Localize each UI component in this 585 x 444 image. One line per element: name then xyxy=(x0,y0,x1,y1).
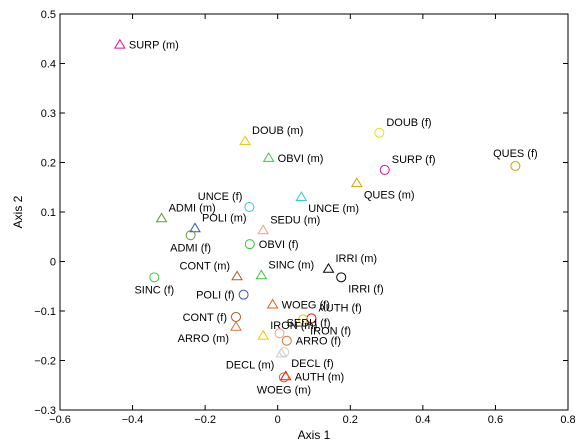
point-label: DOUB (f) xyxy=(386,117,431,129)
point-label: IRON (m) xyxy=(270,320,317,332)
point-label: SURP (f) xyxy=(392,154,436,166)
point-label: SEDU (f) xyxy=(287,317,331,329)
triangle-marker xyxy=(257,224,270,235)
triangle-marker xyxy=(189,222,201,233)
point-label: UNCE (m) xyxy=(308,203,359,215)
circle-marker xyxy=(149,272,160,283)
y-tick-label: 0.5 xyxy=(41,9,56,21)
circle-marker xyxy=(278,372,289,383)
triangle-marker xyxy=(350,177,363,188)
y-tick-label: −0.1 xyxy=(34,306,56,318)
y-tick-label: 0.1 xyxy=(41,207,56,219)
circle-marker xyxy=(306,313,317,324)
point-label: ARRO (f) xyxy=(296,336,341,348)
ticks-layer: −0.6 −0.4 −0.2 0 0.2 0.4 0.6 0.8 −0.3 −0.2 −0.1 0 0.… xyxy=(34,9,575,426)
triangle-marker xyxy=(255,269,268,280)
x-tick-label: 0.4 xyxy=(415,414,430,426)
point-label: SINC (m) xyxy=(268,259,314,271)
point-label: ADMI (m) xyxy=(169,202,216,214)
point-label: QUES (m) xyxy=(364,189,415,201)
triangle-marker xyxy=(239,135,251,146)
circle-marker xyxy=(379,164,390,175)
point-label: AUTH (f) xyxy=(318,302,361,314)
triangle-marker xyxy=(257,329,270,340)
y-tick-label: 0.4 xyxy=(41,59,56,71)
point-label: WOEG (m) xyxy=(257,384,311,396)
circle-marker xyxy=(281,335,292,346)
circle-marker xyxy=(274,328,285,339)
point-label: ARRO (m) xyxy=(178,333,229,345)
point-label: OBVI (m) xyxy=(278,153,324,165)
x-tick-label: 0.8 xyxy=(560,414,575,426)
point-label: IRON (f) xyxy=(310,325,351,337)
x-tick-label: 0.6 xyxy=(488,414,503,426)
circle-marker xyxy=(244,202,255,213)
point-label: POLI (m) xyxy=(202,212,247,224)
x-tick-label: 0 xyxy=(275,414,281,426)
point-label: OBVI (f) xyxy=(259,239,299,251)
triangle-marker xyxy=(262,152,275,162)
point-label: IRRI (f) xyxy=(348,283,383,295)
points-layer: SURP (m) DOUB (m) OBVI (m) DOUB (f) SURP (f)… xyxy=(113,38,538,396)
x-axis-label: Axis 1 xyxy=(298,428,331,442)
point-label: POLI (f) xyxy=(196,290,235,302)
point-label: CONT (f) xyxy=(183,312,227,324)
point-label: ADMI (f) xyxy=(170,242,211,254)
triangle-marker xyxy=(266,298,279,309)
y-tick-label: −0.2 xyxy=(34,356,56,368)
point-label: DOUB (m) xyxy=(252,125,303,137)
point-label: SINC (f) xyxy=(134,284,174,296)
point-label: SEDU (m) xyxy=(270,214,320,226)
x-tick-label: 0.2 xyxy=(343,414,358,426)
circle-marker xyxy=(238,289,249,300)
point-label: WOEG (f) xyxy=(282,300,330,312)
x-tick-label: −0.4 xyxy=(122,414,144,426)
point-label: DECL (m) xyxy=(226,360,274,372)
circle-marker xyxy=(298,314,309,325)
circle-marker xyxy=(244,239,255,250)
triangle-marker xyxy=(155,212,168,223)
point-label: IRRI (m) xyxy=(336,253,378,265)
point-label: AUTH (m) xyxy=(295,371,345,383)
circle-marker xyxy=(374,127,385,138)
point-label: SURP (m) xyxy=(129,40,179,52)
circle-marker xyxy=(185,230,196,241)
circle-marker xyxy=(510,160,521,171)
point-label: DECL (f) xyxy=(291,358,333,370)
y-tick-label: 0 xyxy=(50,257,56,269)
triangle-marker xyxy=(230,320,242,331)
triangle-marker xyxy=(322,262,335,273)
triangle-marker xyxy=(113,38,126,49)
y-axis-label: Axis 2 xyxy=(11,195,25,228)
triangle-marker xyxy=(231,270,243,281)
circle-marker xyxy=(336,272,347,283)
plot-area xyxy=(59,13,569,411)
point-label: QUES (f) xyxy=(493,148,538,160)
x-tick-label: −0.2 xyxy=(194,414,216,426)
y-tick-label: −0.3 xyxy=(34,405,56,417)
y-tick-label: 0.3 xyxy=(41,108,56,120)
triangle-marker xyxy=(275,347,288,358)
y-tick-label: 0.2 xyxy=(41,158,56,170)
point-label: CONT (m) xyxy=(180,260,231,272)
point-label: UNCE (f) xyxy=(198,191,243,203)
triangle-marker xyxy=(295,191,308,202)
x-tick-label: −0.6 xyxy=(49,414,71,426)
